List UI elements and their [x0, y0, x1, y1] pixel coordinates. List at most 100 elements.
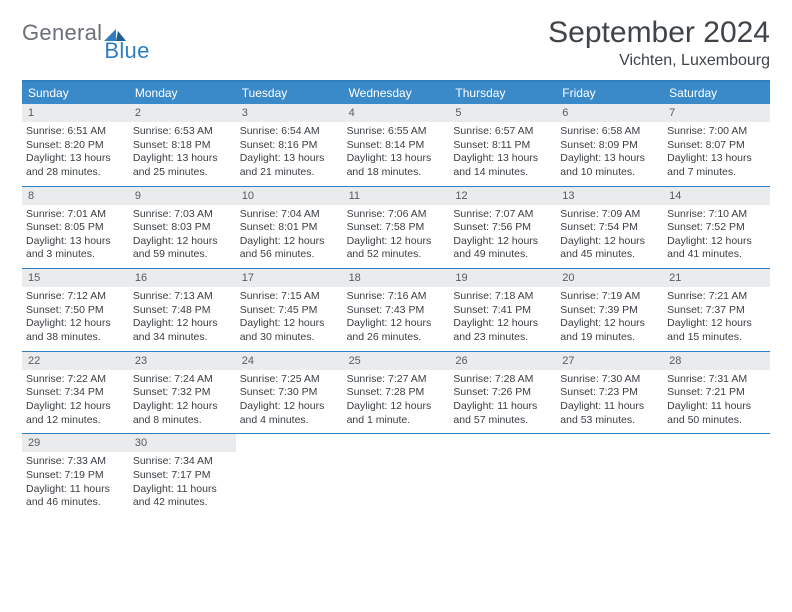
daylight-text: Daylight: 12 hours: [240, 235, 339, 249]
daylight-text: Daylight: 11 hours: [133, 483, 232, 497]
sunset-text: Sunset: 7:19 PM: [26, 469, 125, 483]
daylight-text: Daylight: 12 hours: [347, 400, 446, 414]
sunrise-text: Sunrise: 6:57 AM: [453, 125, 552, 139]
sunrise-text: Sunrise: 7:27 AM: [347, 373, 446, 387]
sunrise-text: Sunrise: 7:19 AM: [560, 290, 659, 304]
daylight-text: Daylight: 12 hours: [133, 235, 232, 249]
daylight-text: Daylight: 13 hours: [26, 235, 125, 249]
daylight-text: Daylight: 13 hours: [240, 152, 339, 166]
calendar-cell: 8Sunrise: 7:01 AMSunset: 8:05 PMDaylight…: [22, 187, 129, 269]
day-number: 23: [129, 352, 236, 370]
daylight-text: and 52 minutes.: [347, 248, 446, 262]
calendar-week: 1Sunrise: 6:51 AMSunset: 8:20 PMDaylight…: [22, 104, 770, 187]
sunset-text: Sunset: 7:39 PM: [560, 304, 659, 318]
daylight-text: and 7 minutes.: [667, 166, 766, 180]
brand-name-gray: General: [22, 20, 102, 46]
sunset-text: Sunset: 8:14 PM: [347, 139, 446, 153]
day-number: 11: [343, 187, 450, 205]
calendar-cell: 9Sunrise: 7:03 AMSunset: 8:03 PMDaylight…: [129, 187, 236, 269]
sunset-text: Sunset: 8:16 PM: [240, 139, 339, 153]
day-number: 4: [343, 104, 450, 122]
daylight-text: Daylight: 12 hours: [560, 317, 659, 331]
calendar-week: 8Sunrise: 7:01 AMSunset: 8:05 PMDaylight…: [22, 187, 770, 270]
day-of-week-header: SundayMondayTuesdayWednesdayThursdayFrid…: [22, 82, 770, 104]
sunset-text: Sunset: 7:41 PM: [453, 304, 552, 318]
sunrise-text: Sunrise: 7:03 AM: [133, 208, 232, 222]
sunset-text: Sunset: 7:37 PM: [667, 304, 766, 318]
daylight-text: and 49 minutes.: [453, 248, 552, 262]
sunrise-text: Sunrise: 7:30 AM: [560, 373, 659, 387]
sunset-text: Sunset: 7:34 PM: [26, 386, 125, 400]
sunset-text: Sunset: 7:50 PM: [26, 304, 125, 318]
calendar-cell: 23Sunrise: 7:24 AMSunset: 7:32 PMDayligh…: [129, 352, 236, 434]
sunrise-text: Sunrise: 7:18 AM: [453, 290, 552, 304]
day-number: 21: [663, 269, 770, 287]
calendar-week: 22Sunrise: 7:22 AMSunset: 7:34 PMDayligh…: [22, 352, 770, 435]
daylight-text: Daylight: 12 hours: [560, 235, 659, 249]
daylight-text: and 38 minutes.: [26, 331, 125, 345]
daylight-text: and 30 minutes.: [240, 331, 339, 345]
calendar-cell: 4Sunrise: 6:55 AMSunset: 8:14 PMDaylight…: [343, 104, 450, 186]
calendar-cell: 21 Sunrise: 7:21 AMSunset: 7:37 PMDayligh…: [663, 269, 770, 351]
daylight-text: and 41 minutes.: [667, 248, 766, 262]
calendar-cell: 26Sunrise: 7:28 AMSunset: 7:26 PMDayligh…: [449, 352, 556, 434]
day-number: 9: [129, 187, 236, 205]
sunset-text: Sunset: 7:28 PM: [347, 386, 446, 400]
location-label: Vichten, Luxembourg: [548, 52, 770, 70]
day-number: 1: [22, 104, 129, 122]
daylight-text: Daylight: 12 hours: [667, 317, 766, 331]
sunrise-text: Sunrise: 7:12 AM: [26, 290, 125, 304]
day-number: 15: [22, 269, 129, 287]
daylight-text: and 59 minutes.: [133, 248, 232, 262]
sunset-text: Sunset: 8:05 PM: [26, 221, 125, 235]
dow-label: Friday: [556, 82, 663, 104]
sunset-text: Sunset: 7:32 PM: [133, 386, 232, 400]
calendar-cell: 19Sunrise: 7:18 AMSunset: 7:41 PMDayligh…: [449, 269, 556, 351]
calendar-cell: 7Sunrise: 7:00 AMSunset: 8:07 PMDaylight…: [663, 104, 770, 186]
sunset-text: Sunset: 8:01 PM: [240, 221, 339, 235]
calendar-cell: 11Sunrise: 7:06 AMSunset: 7:58 PMDayligh…: [343, 187, 450, 269]
sunset-text: Sunset: 7:58 PM: [347, 221, 446, 235]
daylight-text: and 3 minutes.: [26, 248, 125, 262]
sunrise-text: Sunrise: 7:06 AM: [347, 208, 446, 222]
day-number: 18: [343, 269, 450, 287]
calendar-cell: 14Sunrise: 7:10 AMSunset: 7:52 PMDayligh…: [663, 187, 770, 269]
calendar-cell: [663, 434, 770, 516]
sunset-text: Sunset: 8:11 PM: [453, 139, 552, 153]
sunrise-text: Sunrise: 7:21 AM: [667, 290, 766, 304]
sunset-text: Sunset: 8:07 PM: [667, 139, 766, 153]
sunrise-text: Sunrise: 7:07 AM: [453, 208, 552, 222]
calendar-cell: [556, 434, 663, 516]
dow-label: Sunday: [22, 82, 129, 104]
day-number: 14: [663, 187, 770, 205]
calendar-cell: 6Sunrise: 6:58 AMSunset: 8:09 PMDaylight…: [556, 104, 663, 186]
day-number: 8: [22, 187, 129, 205]
dow-label: Thursday: [449, 82, 556, 104]
calendar-cell: 22Sunrise: 7:22 AMSunset: 7:34 PMDayligh…: [22, 352, 129, 434]
sunrise-text: Sunrise: 7:10 AM: [667, 208, 766, 222]
sunrise-text: Sunrise: 7:09 AM: [560, 208, 659, 222]
day-number: 10: [236, 187, 343, 205]
daylight-text: and 14 minutes.: [453, 166, 552, 180]
day-number: 30: [129, 434, 236, 452]
sunrise-text: Sunrise: 7:13 AM: [133, 290, 232, 304]
calendar-cell: 25Sunrise: 7:27 AMSunset: 7:28 PMDayligh…: [343, 352, 450, 434]
day-number: 12: [449, 187, 556, 205]
sunrise-text: Sunrise: 7:31 AM: [667, 373, 766, 387]
sunset-text: Sunset: 7:43 PM: [347, 304, 446, 318]
day-number: 29: [22, 434, 129, 452]
day-number: 6: [556, 104, 663, 122]
daylight-text: and 12 minutes.: [26, 414, 125, 428]
daylight-text: Daylight: 12 hours: [240, 400, 339, 414]
daylight-text: and 10 minutes.: [560, 166, 659, 180]
calendar-cell: 5Sunrise: 6:57 AMSunset: 8:11 PMDaylight…: [449, 104, 556, 186]
sunset-text: Sunset: 8:18 PM: [133, 139, 232, 153]
daylight-text: Daylight: 11 hours: [560, 400, 659, 414]
daylight-text: Daylight: 13 hours: [133, 152, 232, 166]
daylight-text: and 45 minutes.: [560, 248, 659, 262]
sunset-text: Sunset: 7:56 PM: [453, 221, 552, 235]
daylight-text: and 1 minute.: [347, 414, 446, 428]
daylight-text: and 56 minutes.: [240, 248, 339, 262]
daylight-text: Daylight: 11 hours: [26, 483, 125, 497]
sunrise-text: Sunrise: 6:54 AM: [240, 125, 339, 139]
